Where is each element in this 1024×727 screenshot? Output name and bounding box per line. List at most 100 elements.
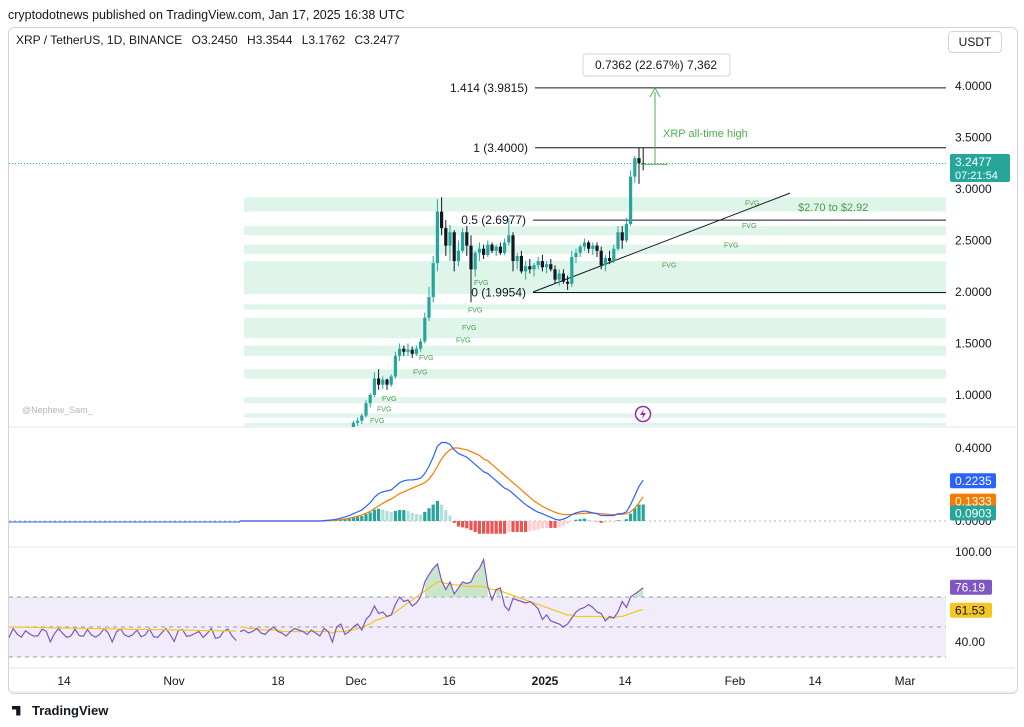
candle bbox=[629, 170, 633, 227]
fvg-label: FVG bbox=[474, 280, 488, 287]
macd-histogram-bar bbox=[339, 519, 343, 521]
macd-histogram-bar bbox=[435, 500, 439, 521]
candle bbox=[540, 254, 544, 272]
macd-histogram-bar bbox=[624, 519, 628, 521]
candle bbox=[469, 235, 473, 303]
measure-arrow-head bbox=[649, 87, 661, 98]
macd-value-badge bbox=[950, 473, 996, 489]
macd-histogram-bar bbox=[385, 510, 389, 521]
macd-histogram-bar bbox=[561, 521, 565, 526]
rsi-value-badge bbox=[950, 579, 992, 595]
macd-histogram-bar bbox=[574, 519, 578, 521]
macd-histogram-bar bbox=[356, 516, 360, 521]
currency-button[interactable]: USDT bbox=[948, 31, 1002, 53]
macd-histogram-bar bbox=[570, 521, 574, 522]
candle bbox=[545, 261, 549, 274]
macd-histogram-bar bbox=[620, 520, 624, 521]
macd-histogram-bar bbox=[553, 521, 557, 528]
candle bbox=[557, 269, 561, 286]
candle bbox=[566, 275, 570, 290]
fvg-label: FVG bbox=[742, 223, 756, 230]
current-price-badge bbox=[950, 154, 1010, 182]
macd-histogram-bar bbox=[578, 519, 582, 521]
macd-value-label: 0.1333 bbox=[955, 495, 992, 509]
candle bbox=[461, 228, 465, 253]
candle bbox=[511, 232, 515, 272]
macd-histogram-bar bbox=[423, 511, 427, 521]
macd-histogram-bar bbox=[461, 521, 465, 528]
macd-histogram-bar bbox=[545, 521, 549, 528]
candle bbox=[582, 238, 586, 251]
lightning-bolt-icon bbox=[640, 409, 646, 419]
measure-box bbox=[582, 53, 731, 77]
candle bbox=[440, 197, 444, 236]
macd-histogram-bar bbox=[494, 521, 498, 534]
macd-histogram-bar bbox=[427, 508, 431, 521]
macd-value-label: 0.0903 bbox=[955, 507, 992, 521]
candle bbox=[633, 156, 637, 183]
macd-histogram-bar bbox=[599, 521, 603, 523]
candle bbox=[486, 240, 490, 257]
macd-histogram-bar bbox=[511, 521, 515, 532]
macd-histogram-bar bbox=[419, 514, 423, 521]
candle bbox=[503, 238, 507, 255]
time-axis-tick: 2025 bbox=[532, 674, 559, 688]
fvg-label: FVG bbox=[462, 325, 476, 332]
footer-brand: TradingView bbox=[32, 703, 109, 718]
candle bbox=[641, 147, 645, 171]
fvg-zone bbox=[244, 345, 946, 356]
time-axis-tick: Mar bbox=[895, 674, 916, 688]
macd-histogram-bar bbox=[595, 521, 599, 522]
macd-histogram-bar bbox=[503, 521, 507, 534]
time-axis-tick: 14 bbox=[57, 674, 71, 688]
fvg-label: FVG bbox=[370, 418, 384, 425]
macd-histogram-bar bbox=[587, 519, 591, 521]
fvg-zone bbox=[244, 317, 946, 339]
macd-histogram-bar bbox=[498, 521, 502, 534]
ohlc-close: C3.2477 bbox=[354, 33, 400, 47]
macd-value-badge bbox=[950, 505, 996, 521]
candle bbox=[578, 244, 582, 257]
macd-histogram-bar bbox=[393, 510, 397, 521]
trend-line bbox=[532, 192, 791, 293]
price-axis-tick: 2.5000 bbox=[955, 234, 992, 248]
candle bbox=[637, 147, 641, 184]
candle bbox=[612, 244, 616, 264]
candle bbox=[377, 369, 381, 390]
macd-histogram-bar bbox=[377, 508, 381, 521]
chart-frame bbox=[8, 27, 1018, 694]
bar-countdown: 07:21:54 bbox=[955, 170, 998, 182]
candle bbox=[419, 338, 423, 352]
candle bbox=[398, 343, 402, 362]
candle bbox=[410, 346, 414, 358]
macd-histogram-bar bbox=[398, 510, 402, 521]
fvg-label: FVG bbox=[413, 369, 427, 376]
macd-histogram-bar bbox=[608, 521, 612, 523]
macd-histogram-bar bbox=[637, 504, 641, 521]
candle bbox=[507, 217, 511, 246]
macd-histogram-bar bbox=[360, 516, 364, 521]
candle bbox=[624, 217, 628, 243]
rsi-overbought-fill bbox=[424, 559, 488, 597]
publisher-header: cryptodotnews published on TradingView.c… bbox=[8, 8, 405, 22]
price-axis-tick: 4.0000 bbox=[955, 79, 992, 93]
macd-histogram-bar bbox=[486, 521, 490, 534]
fvg-zone bbox=[244, 369, 946, 379]
price-axis-tick: 3.5000 bbox=[955, 131, 992, 145]
time-axis-tick: Feb bbox=[725, 674, 746, 688]
candle bbox=[490, 242, 494, 253]
macd-histogram-bar bbox=[629, 513, 633, 521]
time-axis-tick: 18 bbox=[271, 674, 285, 688]
candle bbox=[423, 312, 427, 344]
macd-axis-tick: 0.4000 bbox=[955, 441, 992, 455]
candle bbox=[385, 378, 389, 390]
candle bbox=[465, 226, 469, 256]
macd-histogram-bar bbox=[532, 521, 536, 531]
macd-histogram-bar bbox=[612, 521, 616, 522]
measure-label: 0.7362 (22.67%) 7,362 bbox=[595, 58, 717, 72]
macd-histogram-bar bbox=[507, 521, 511, 532]
candle bbox=[444, 219, 448, 256]
candle bbox=[456, 240, 460, 267]
symbol-name[interactable]: XRP / TetherUS, 1D, BINANCE bbox=[16, 33, 183, 47]
